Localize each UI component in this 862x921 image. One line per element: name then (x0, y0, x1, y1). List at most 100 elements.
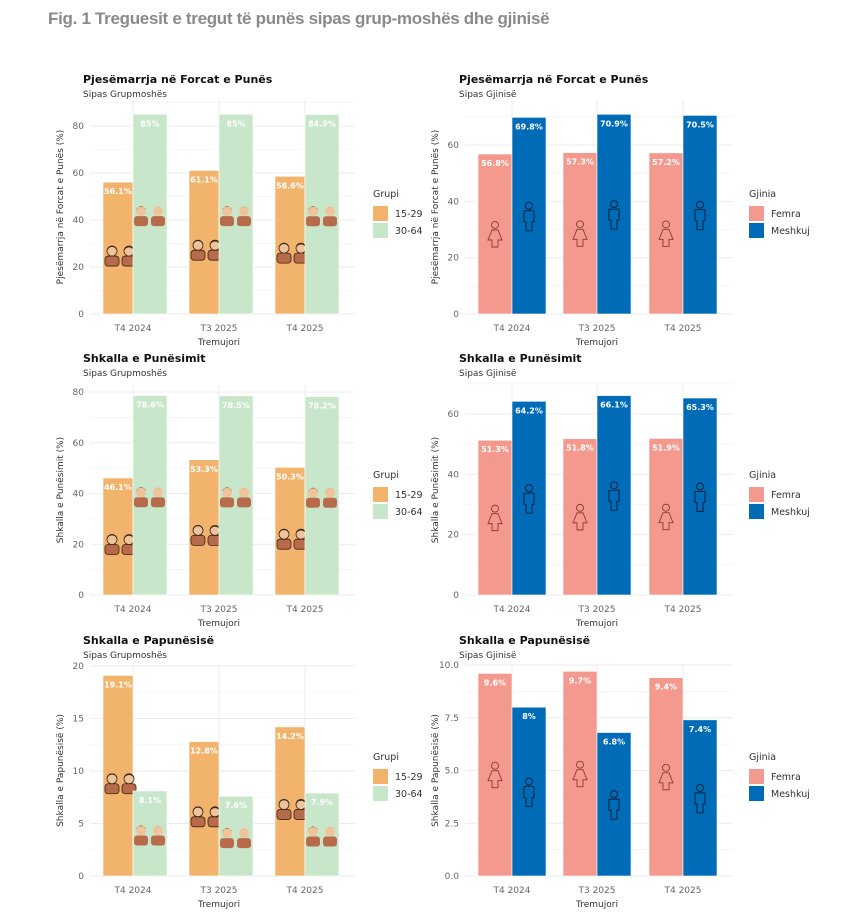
bar-value-label: 85% (140, 119, 159, 128)
young-person-icon (220, 487, 234, 508)
legend-title: Gjinia (749, 752, 776, 763)
elderly-person-icon (237, 828, 251, 849)
legend-label: 15-29 (395, 209, 423, 220)
x-tick-label: T3 2025 (578, 886, 616, 896)
male-icon (694, 482, 706, 512)
x-tick-label: T3 2025 (578, 605, 616, 615)
x-tick-label: T4 2024 (114, 605, 152, 615)
chart-title: Shkalla e Punësimit (83, 352, 206, 365)
x-tick-label: T4 2024 (114, 886, 152, 896)
bar-value-label: 8% (522, 712, 536, 721)
bar-femra-t4-2024 (477, 673, 513, 877)
young-person-icon (306, 487, 320, 508)
bar-meshkuj-t3-2025 (596, 395, 632, 596)
y-tick-label: 10 (73, 767, 85, 777)
legend: Gjinia Femra Meshkuj (749, 189, 810, 238)
bar-meshkuj-t3-2025 (596, 113, 632, 315)
young-person-icon (306, 826, 320, 847)
legend-swatch-15-29 (373, 206, 388, 221)
bar-value-label: 57.3% (566, 158, 594, 167)
x-tick-label: T4 2024 (114, 324, 152, 334)
bar-value-label: 78.5% (222, 401, 250, 410)
y-tick-label: 80 (73, 388, 85, 398)
x-tick-label: T4 2024 (493, 324, 531, 334)
x-tick-label: T3 2025 (578, 324, 616, 334)
chart-subtitle: Sipas Gjinisë (459, 369, 517, 379)
young-person-icon (220, 206, 234, 227)
bar-value-label: 6.8% (603, 738, 625, 747)
young-person-icon (104, 534, 120, 555)
elderly-person-icon (207, 806, 223, 828)
bar-meshkuj-t4-2025 (682, 115, 718, 315)
y-tick-label: 80 (73, 122, 85, 132)
figure-title: Fig. 1 Treguesit e tregut të punës sipas… (48, 9, 550, 28)
male-icon (608, 200, 620, 230)
elderly-person-icon (293, 242, 309, 264)
y-tick-label: 20 (73, 662, 85, 672)
y-axis-label: Shkalla e Punësimit (%) (431, 437, 441, 543)
legend-label: 15-29 (395, 490, 423, 501)
female-icon (658, 503, 674, 531)
y-tick-label: 60 (73, 439, 85, 449)
bar-value-label: 69.8% (515, 122, 543, 131)
bar-value-label: 78.2% (308, 402, 336, 411)
bar-meshkuj-t4-2024 (511, 117, 547, 315)
bar-value-label: 51.9% (652, 443, 680, 452)
bar-value-label: 9.4% (655, 683, 677, 692)
legend-swatch-15-29 (373, 487, 388, 502)
x-tick-label: T3 2025 (200, 886, 238, 896)
bar-value-label: 70.9% (600, 119, 628, 128)
elderly-person-icon (207, 239, 223, 261)
x-tick-label: T4 2025 (664, 324, 702, 334)
female-icon (658, 220, 674, 247)
legend-label: Femra (771, 490, 801, 501)
legend: Gjinia Femra Meshkuj (749, 470, 810, 519)
bar-value-label: 51.8% (566, 444, 594, 453)
y-axis-label: Pjesëmarrja në Forcat e Punës (%) (431, 130, 441, 285)
bar-value-label: 70.5% (686, 120, 714, 129)
x-tick-label: T4 2024 (493, 605, 531, 615)
chart-title: Shkalla e Papunësisë (459, 634, 590, 647)
chart-panel-emp-age: Shkalla e Punësimit Sipas Grupmoshës 0 20 40… (56, 352, 423, 629)
bar-value-label: 56.1% (104, 187, 132, 196)
elderly-person-icon (151, 825, 165, 846)
female-icon (572, 220, 588, 247)
elderly-person-icon (293, 528, 309, 550)
bar-value-label: 65.3% (686, 403, 714, 412)
chart-panel-emp-gender: Shkalla e Punësimit Sipas Gjinisë 0 20 40 60 S… (431, 352, 810, 629)
legend-label: Meshkuj (771, 789, 810, 800)
legend-label: 15-29 (395, 772, 423, 783)
x-tick-label: T4 2025 (664, 886, 702, 896)
female-icon (658, 763, 674, 791)
bar-femra-t3-2025 (562, 438, 598, 596)
y-tick-label: 20 (448, 531, 460, 541)
chart-subtitle: Sipas Gjinisë (459, 651, 517, 661)
young-person-icon (134, 487, 148, 508)
male-icon (523, 201, 535, 232)
young-person-icon (134, 206, 148, 227)
x-axis-label: Tremujori (575, 900, 618, 910)
male-icon (694, 200, 706, 231)
x-tick-label: T4 2025 (664, 605, 702, 615)
legend-title: Gjinia (749, 470, 776, 481)
bar-value-label: 84.9% (308, 119, 336, 128)
y-tick-label: 60 (448, 410, 460, 420)
y-axis-label: Pjesëmarrja në Forcat e Punës (%) (56, 130, 66, 285)
young-person-icon (276, 242, 292, 264)
x-tick-label: T4 2025 (286, 324, 324, 334)
legend-swatch-femra (749, 487, 764, 502)
chart-title: Shkalla e Punësimit (459, 352, 582, 365)
chart-subtitle: Sipas Gjinisë (459, 90, 517, 100)
young-person-icon (104, 773, 120, 795)
legend-label: 30-64 (395, 789, 423, 800)
x-tick-label: T3 2025 (200, 605, 238, 615)
x-axis-label: Tremujori (575, 338, 618, 348)
legend-title: Grupi (373, 752, 399, 763)
young-person-icon (306, 206, 320, 227)
y-tick-label: 60 (448, 141, 460, 151)
bar-femra-t4-2025 (648, 152, 684, 315)
elderly-person-icon (121, 534, 137, 555)
young-person-icon (190, 524, 206, 546)
bar-femra-t4-2024 (477, 439, 513, 596)
